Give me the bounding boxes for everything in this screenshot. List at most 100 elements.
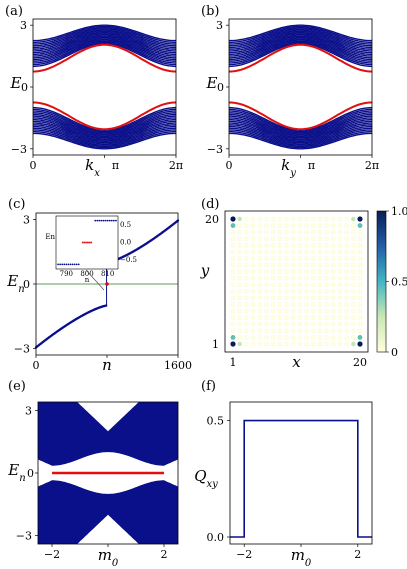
heatmap-cell: [230, 249, 236, 255]
heatmap-cell: [244, 276, 249, 281]
heatmap-cell: [277, 308, 282, 314]
bulk-band-line: [229, 39, 372, 62]
heatmap-cell: [317, 335, 323, 340]
heatmap-cell: [244, 223, 249, 228]
bulk-band-line: [32, 118, 177, 140]
heatmap-cell: [264, 335, 269, 340]
bulk-band-line: [229, 29, 372, 49]
xtick-a-1-label: π: [112, 159, 119, 172]
heatmap-cell: [257, 223, 262, 228]
heatmap-cell: [317, 223, 323, 228]
heatmap-cell: [311, 302, 316, 307]
bulk-band-line: [32, 120, 177, 141]
bulk-band-line: [228, 108, 373, 133]
heatmap-cell: [291, 322, 296, 327]
heatmap-cell: [304, 282, 309, 287]
heatmap-cell: [331, 276, 336, 281]
bulk-band-line: [228, 25, 373, 44]
panel-label-d: (d): [201, 197, 219, 212]
heatmap-cell: [264, 341, 269, 347]
bulk-band-line: [228, 117, 373, 139]
heatmap-cell: [331, 302, 336, 307]
heatmap-cell: [324, 236, 329, 241]
xtick-f-0-label: −2: [236, 548, 252, 561]
heatmap-cell: [230, 295, 236, 301]
bulk-band-line: [229, 124, 372, 144]
ytick-a-0-label: −3: [11, 143, 27, 156]
heatmap-cell: [270, 256, 276, 261]
bulk-band-line: [33, 24, 176, 42]
bulk-band-line: [229, 122, 372, 143]
heatmap-cell: [230, 315, 236, 320]
heatmap-cell: [264, 289, 269, 294]
heatmap-cell: [344, 315, 349, 320]
heatmap-cell: [244, 341, 249, 347]
heatmap-cell: [284, 302, 289, 307]
colorbar-label-2: 1.0: [391, 205, 407, 218]
heatmap-cell: [257, 282, 262, 287]
heatmap-cell: [270, 223, 276, 228]
heatmap-cell: [337, 230, 343, 235]
heatmap-cell: [250, 276, 256, 281]
heatmap-cell: [264, 243, 269, 248]
heatmap-cell: [270, 335, 276, 340]
heatmap-cell: [250, 335, 256, 340]
xtick-b-0-label: 0: [226, 159, 233, 172]
lower-band-area: [38, 480, 178, 544]
heatmap-cell: [284, 236, 289, 241]
heatmap-cell: [277, 249, 282, 255]
heatmap-cell: [250, 269, 256, 274]
bulk-band-line: [32, 117, 177, 139]
bulk-band-line: [33, 31, 176, 52]
heatmap-cell: [331, 315, 336, 320]
bulk-band-line: [229, 115, 372, 138]
heatmap-cell: [304, 341, 309, 347]
heatmap-cell: [337, 322, 343, 327]
heatmap-cell: [284, 262, 289, 268]
heatmap-cell: [324, 256, 329, 261]
bulk-band-line: [32, 127, 177, 146]
inset-point-low: [67, 263, 70, 266]
heatmap-cell: [357, 322, 363, 327]
heatmap-cell: [277, 341, 282, 347]
heatmap-cell: [304, 322, 309, 327]
heatmap-cell: [284, 335, 289, 340]
ytick-e-0-label: −3: [16, 530, 32, 543]
heatmap-cell: [270, 236, 276, 241]
heatmap-cell: [264, 216, 269, 222]
bulk-band-line: [33, 125, 176, 145]
heatmap-cell: [351, 315, 356, 320]
y-axis-label-b: E: [206, 74, 218, 92]
ytick-e-1-label: 0: [27, 467, 34, 480]
heatmap-cell: [324, 341, 329, 347]
heatmap-cell: [331, 236, 336, 241]
heatmap-cell: [297, 282, 302, 287]
heatmap-cell: [357, 236, 363, 241]
bulk-band-line: [32, 28, 177, 47]
heatmap-cell: [344, 216, 349, 222]
inset-pointer: [85, 269, 105, 291]
heatmap-cell: [317, 216, 323, 222]
heatmap-cell: [237, 269, 242, 274]
heatmap-cell: [284, 276, 289, 281]
heatmap-cell: [304, 315, 309, 320]
inset-ytick-1: 0.0: [120, 239, 131, 247]
heatmap-cell: [317, 308, 323, 314]
heatmap-cell: [324, 322, 329, 327]
xtick-e-2-label: 2: [161, 548, 168, 561]
heatmap-cell: [297, 236, 302, 241]
colorbar: [376, 210, 387, 353]
heatmap-cell: [277, 262, 282, 268]
heatmap-cell: [351, 322, 356, 327]
heatmap-cell: [317, 341, 323, 347]
heatmap-cell: [357, 276, 363, 281]
heatmap-cell: [351, 256, 356, 261]
heatmap-cell: [237, 308, 242, 314]
heatmap-cell: [337, 328, 343, 333]
heatmap-cell: [250, 289, 256, 294]
heatmap-cell: [337, 335, 343, 340]
heatmap-cell: [344, 276, 349, 281]
heatmap-cell: [351, 308, 356, 314]
heatmap-cell: [331, 341, 336, 347]
heatmap-cell: [304, 243, 309, 248]
